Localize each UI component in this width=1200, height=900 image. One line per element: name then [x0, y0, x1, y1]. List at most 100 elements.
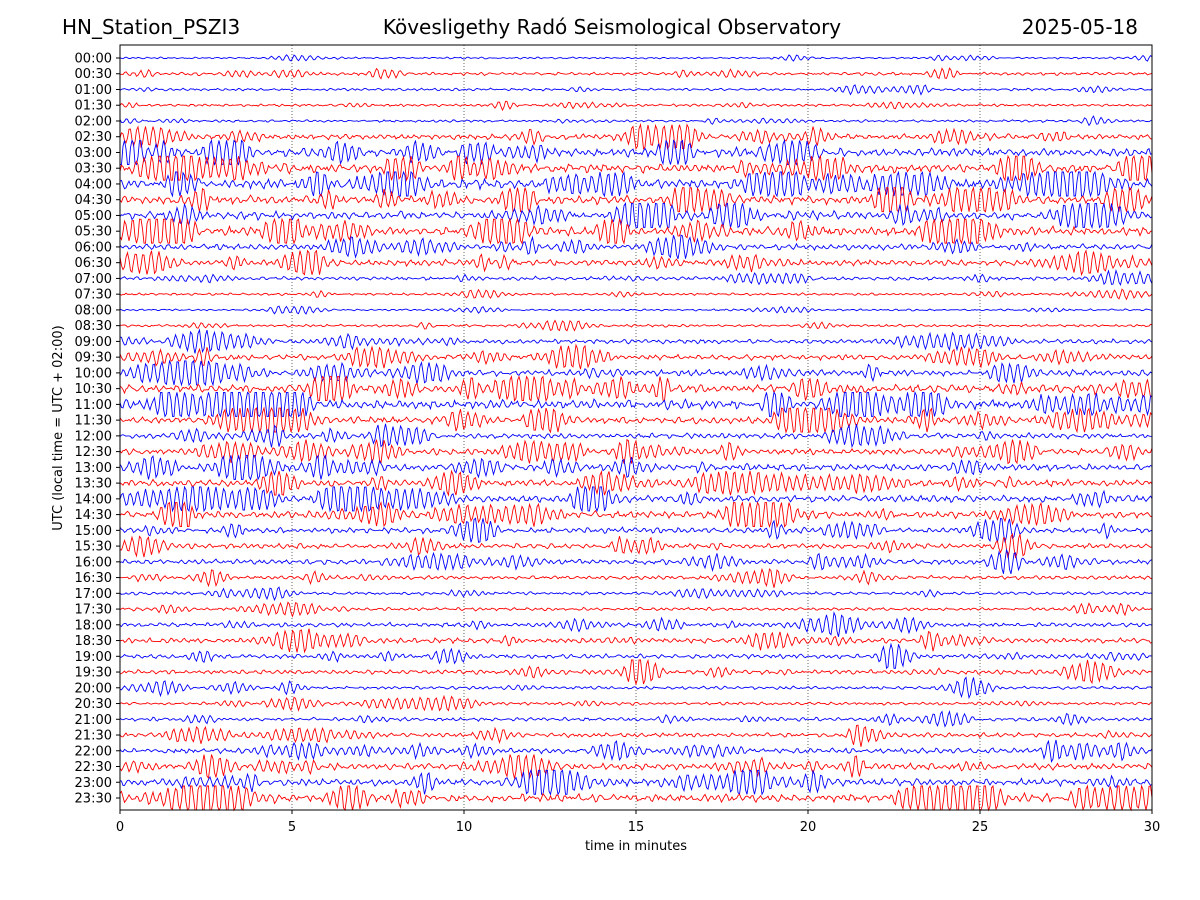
y-tick-label: 03:00 [75, 146, 112, 161]
trace-1900 [119, 642, 1153, 670]
y-tick-label: 09:00 [75, 335, 112, 350]
trace-0030 [119, 67, 1153, 80]
y-tick-label: 01:30 [75, 99, 112, 114]
y-tick-label: 12:00 [75, 429, 112, 444]
y-axis-label: UTC (local time = UTC + 02:00) [51, 325, 66, 530]
trace-0630 [119, 249, 1153, 277]
y-tick-label: 18:30 [75, 634, 112, 649]
y-tick-label: 10:30 [75, 382, 112, 397]
trace-0000 [119, 54, 1153, 62]
y-tick-label: 21:30 [75, 729, 112, 744]
trace-2030 [119, 694, 1153, 712]
trace-1230 [119, 438, 1153, 465]
y-tick-label: 10:00 [75, 366, 112, 381]
trace-0230 [119, 122, 1153, 151]
y-tick-label: 23:30 [75, 792, 112, 807]
trace-1830 [119, 628, 1153, 654]
y-tick-label: 13:00 [75, 461, 112, 476]
y-tick-label: 19:00 [75, 650, 112, 665]
y-tick-label: 06:00 [75, 240, 112, 255]
y-tick-label: 08:30 [75, 319, 112, 334]
trace-2000 [119, 676, 1153, 700]
trace-0400 [119, 170, 1153, 198]
trace-1730 [119, 601, 1153, 618]
x-tick-label: 20 [800, 820, 817, 835]
trace-0830 [120, 319, 1153, 332]
trace-2330 [119, 784, 1153, 812]
y-tick-label: 15:00 [75, 524, 112, 539]
trace-0600 [119, 234, 1153, 260]
y-tick-label: 00:00 [75, 52, 112, 67]
trace-1030 [119, 374, 1153, 403]
y-tick-label: 01:00 [75, 83, 112, 98]
trace-0300 [120, 138, 1153, 166]
y-tick-label: 22:00 [75, 744, 112, 759]
trace-0430 [119, 185, 1153, 214]
y-tick-label: 02:30 [75, 130, 112, 145]
y-tick-label: 11:30 [75, 414, 112, 429]
trace-1630 [119, 567, 1153, 588]
y-tick-label: 03:30 [75, 162, 112, 177]
trace-1000 [119, 359, 1153, 387]
x-tick-label: 30 [1144, 820, 1161, 835]
y-tick-label: 02:00 [75, 114, 112, 129]
trace-1800 [119, 611, 1153, 637]
trace-1500 [119, 517, 1153, 543]
y-tick-label: 17:30 [75, 603, 112, 618]
trace-0700 [119, 268, 1153, 286]
trace-0900 [119, 328, 1153, 354]
trace-1400 [119, 485, 1153, 513]
y-tick-label: 12:30 [75, 445, 112, 460]
y-tick-label: 14:00 [75, 492, 112, 507]
y-tick-label: 00:30 [75, 67, 112, 82]
trace-0130 [119, 100, 1153, 112]
y-tick-label: 05:00 [75, 209, 112, 224]
trace-0800 [119, 305, 1153, 315]
trace-0530 [119, 217, 1153, 245]
trace-1300 [119, 454, 1153, 481]
y-tick-label: 19:30 [75, 666, 112, 681]
x-axis-label: time in minutes [585, 839, 687, 854]
y-tick-label: 11:00 [75, 398, 112, 413]
y-tick-label: 17:00 [75, 587, 112, 602]
y-tick-label: 13:30 [75, 477, 112, 492]
y-tick-label: 18:00 [75, 618, 112, 633]
y-tick-label: 15:30 [75, 540, 112, 555]
x-tick-label: 10 [456, 820, 473, 835]
y-tick-label: 05:30 [75, 225, 112, 240]
trace-2230 [119, 754, 1153, 780]
y-tick-label: 07:30 [75, 288, 112, 303]
trace-1130 [119, 406, 1153, 434]
trace-1930 [119, 658, 1153, 686]
trace-1430 [119, 500, 1153, 529]
trace-1330 [119, 469, 1153, 497]
trace-2200 [119, 739, 1153, 763]
x-tick-label: 5 [288, 820, 296, 835]
x-tick-label: 0 [116, 820, 124, 835]
y-tick-label: 16:30 [75, 571, 112, 586]
y-tick-label: 16:00 [75, 555, 112, 570]
trace-1700 [119, 586, 1153, 602]
trace-1100 [119, 390, 1153, 418]
trace-0730 [119, 288, 1153, 301]
y-tick-label: 14:30 [75, 508, 112, 523]
trace-0100 [119, 84, 1153, 96]
y-tick-label: 21:00 [75, 713, 112, 728]
x-tick-label: 15 [628, 820, 645, 835]
y-tick-label: 06:30 [75, 256, 112, 271]
y-tick-label: 04:30 [75, 193, 112, 208]
y-tick-label: 07:00 [75, 272, 112, 287]
trace-2100 [119, 709, 1153, 728]
trace-1530 [119, 532, 1153, 559]
trace-2300 [119, 768, 1153, 796]
y-tick-label: 23:00 [75, 776, 112, 791]
y-tick-label: 09:30 [75, 351, 112, 366]
trace-2130 [119, 724, 1153, 747]
y-tick-label: 20:30 [75, 697, 112, 712]
y-tick-label: 20:00 [75, 681, 112, 696]
x-tick-label: 25 [972, 820, 989, 835]
date-title: 2025-05-18 [1021, 15, 1138, 39]
trace-0330 [119, 154, 1153, 182]
observatory-title: Kövesligethy Radó Seismological Observat… [382, 15, 842, 39]
